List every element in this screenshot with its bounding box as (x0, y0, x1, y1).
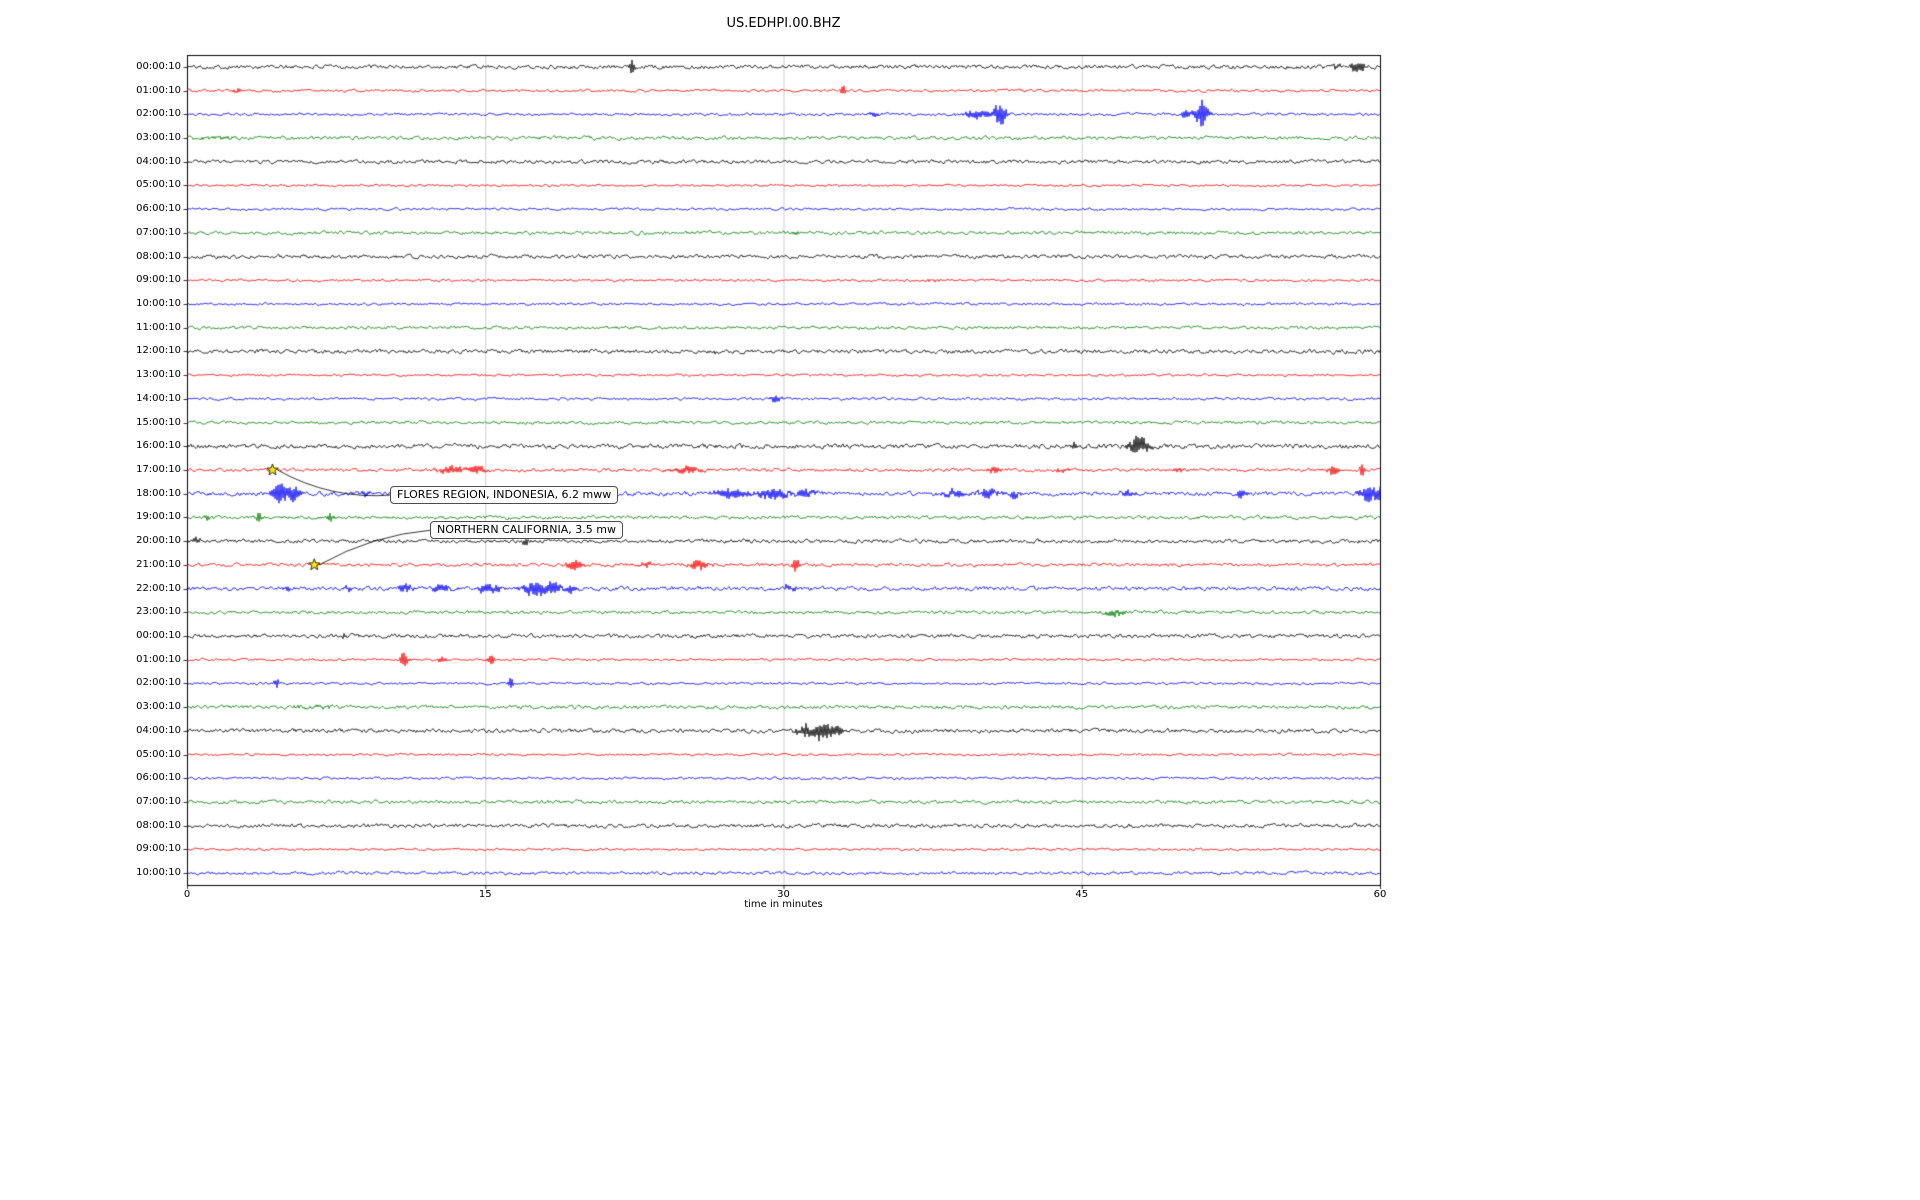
trace-label: 10:00:10 (136, 298, 181, 309)
trace-label: 11:00:10 (136, 321, 181, 333)
x-tick-label: 30 (777, 889, 790, 900)
trace-label: 07:00:10 (136, 226, 181, 238)
x-axis-label: time in minutes (744, 899, 823, 910)
trace-label: 07:00:10 (136, 796, 181, 807)
x-tick-label: 45 (1075, 889, 1089, 900)
trace-label: 01:00:10 (136, 653, 181, 665)
trace-label: 02:00:10 (136, 677, 181, 689)
trace-label: 02:00:10 (136, 108, 181, 120)
trace-label: 09:00:10 (136, 843, 181, 855)
trace-label: 20:00:10 (136, 535, 181, 547)
trace-label: 05:00:10 (136, 179, 181, 191)
trace-label: 12:00:10 (136, 345, 181, 357)
x-tick-label: 60 (1373, 889, 1387, 900)
trace-label: 08:00:10 (136, 819, 181, 831)
trace-label: 16:00:10 (136, 440, 181, 452)
trace-label: 04:00:10 (136, 155, 181, 167)
event-annotation-northern-california: NORTHERN CALIFORNIA, 3.5 mw (430, 521, 623, 539)
trace-label: 21:00:10 (136, 558, 181, 570)
trace-label: 18:00:10 (136, 487, 181, 499)
x-tick-label: 0 (183, 889, 191, 900)
trace-label: 06:00:10 (136, 772, 181, 784)
trace-label: 17:00:10 (136, 464, 181, 475)
trace-label: 14:00:10 (136, 392, 181, 404)
trace-label: 03:00:10 (136, 132, 181, 143)
trace-label: 00:00:10 (136, 60, 181, 72)
trace-label: 09:00:10 (136, 274, 181, 286)
trace-label: 13:00:10 (136, 369, 181, 381)
trace-label: 05:00:10 (136, 748, 181, 760)
trace-label: 15:00:10 (136, 416, 181, 428)
trace-label: 01:00:10 (136, 84, 181, 96)
trace-label: 04:00:10 (136, 724, 181, 736)
x-tick-label: 15 (478, 889, 492, 900)
trace-label: 06:00:10 (136, 203, 181, 215)
trace-label: 19:00:10 (136, 511, 181, 523)
trace-label: 03:00:10 (136, 701, 181, 713)
event-annotation-flores-region: FLORES REGION, INDONESIA, 6.2 mww (390, 486, 619, 504)
trace-label: 23:00:10 (136, 606, 181, 618)
trace-label: 00:00:10 (136, 630, 181, 641)
trace-label: 08:00:10 (136, 250, 181, 262)
trace-label: 22:00:10 (136, 582, 181, 594)
page-title: US.EDHPI.00.BHZ (726, 16, 841, 31)
trace-label: 10:00:10 (136, 867, 181, 879)
